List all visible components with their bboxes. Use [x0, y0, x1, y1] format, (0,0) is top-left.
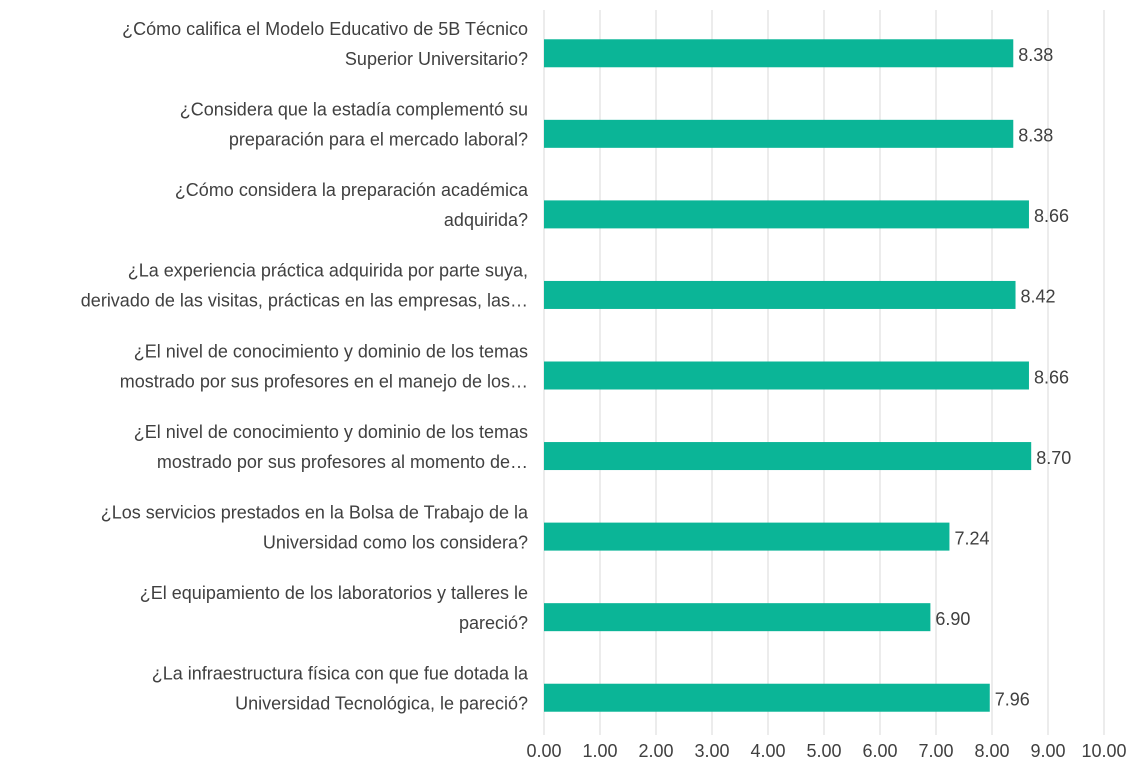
- value-label: 8.38: [1018, 126, 1053, 146]
- bar: [544, 119, 1014, 148]
- bar: [544, 442, 1032, 471]
- category-label: Universidad como los considera?: [263, 532, 528, 552]
- x-tick-label: 10.00: [1081, 741, 1126, 761]
- x-tick-label: 2.00: [638, 741, 673, 761]
- x-tick-label: 0.00: [526, 741, 561, 761]
- value-label: 8.66: [1034, 367, 1069, 387]
- category-label: ¿Considera que la estadía complementó su: [180, 100, 528, 120]
- category-label: adquirida?: [444, 210, 528, 230]
- bar: [544, 683, 990, 712]
- x-tick-label: 5.00: [806, 741, 841, 761]
- category-label: preparación para el mercado laboral?: [229, 130, 528, 150]
- x-tick-label: 9.00: [1030, 741, 1065, 761]
- category-label: Superior Universitario?: [345, 49, 528, 69]
- value-label: 7.96: [995, 689, 1030, 709]
- category-label: ¿Los servicios prestados en la Bolsa de …: [101, 502, 529, 522]
- bar: [544, 200, 1029, 229]
- category-label: ¿El equipamiento de los laboratorios y t…: [140, 583, 528, 603]
- category-label: derivado de las visitas, prácticas en la…: [81, 291, 528, 311]
- category-label: ¿El nivel de conocimiento y dominio de l…: [134, 341, 528, 361]
- value-label: 6.90: [935, 609, 970, 629]
- bar: [544, 280, 1016, 309]
- category-label: pareció?: [459, 613, 528, 633]
- value-label: 8.66: [1034, 206, 1069, 226]
- value-label: 8.42: [1021, 287, 1056, 307]
- value-label: 7.24: [954, 528, 989, 548]
- x-tick-label: 4.00: [750, 741, 785, 761]
- category-label: mostrado por sus profesores al momento d…: [157, 452, 528, 472]
- bar: [544, 603, 931, 632]
- x-tick-label: 8.00: [974, 741, 1009, 761]
- x-tick-label: 7.00: [918, 741, 953, 761]
- category-label: ¿La experiencia práctica adquirida por p…: [128, 261, 528, 281]
- x-tick-label: 6.00: [862, 741, 897, 761]
- category-label: Universidad Tecnológica, le pareció?: [235, 693, 528, 713]
- bar: [544, 361, 1029, 390]
- value-label: 8.38: [1018, 45, 1053, 65]
- bar: [544, 522, 950, 551]
- x-tick-label: 3.00: [694, 741, 729, 761]
- category-label: ¿La infraestructura física con que fue d…: [152, 663, 529, 683]
- category-label: ¿Cómo considera la preparación académica: [175, 180, 529, 200]
- category-label: ¿El nivel de conocimiento y dominio de l…: [134, 422, 528, 442]
- category-label: mostrado por sus profesores en el manejo…: [120, 371, 528, 391]
- x-tick-label: 1.00: [582, 741, 617, 761]
- bar: [544, 39, 1014, 68]
- value-label: 8.70: [1036, 448, 1071, 468]
- category-label: ¿Cómo califica el Modelo Educativo de 5B…: [122, 19, 528, 39]
